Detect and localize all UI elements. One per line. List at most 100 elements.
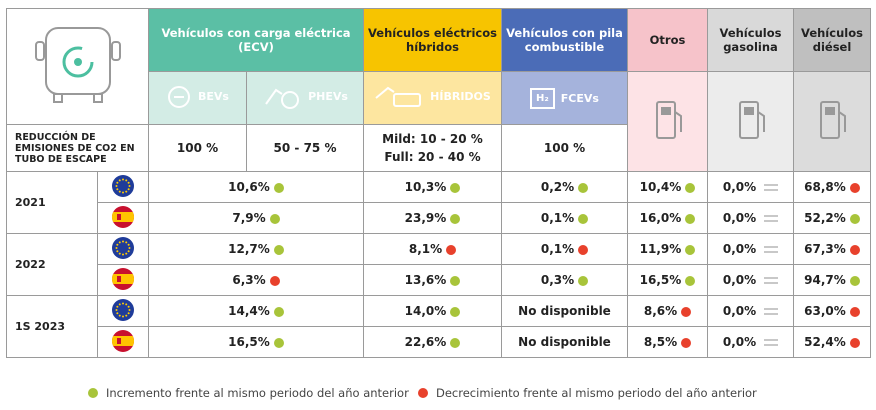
value: 16,5% bbox=[639, 273, 682, 287]
value: 0,0% bbox=[722, 180, 757, 194]
pump-gasolina bbox=[707, 71, 794, 172]
flag-es bbox=[111, 267, 135, 290]
value-cell: 7,9% bbox=[148, 202, 364, 234]
trend-flat bbox=[764, 308, 779, 315]
flag-cell bbox=[97, 202, 149, 234]
legend-up: Incremento frente al mismo periodo del a… bbox=[84, 386, 409, 400]
legend-down: Decrecimiento frente al mismo periodo de… bbox=[414, 386, 757, 400]
value: 10,3% bbox=[404, 180, 447, 194]
value: 7,9% bbox=[232, 211, 266, 225]
pump-plug-icon bbox=[265, 88, 300, 109]
trend-up bbox=[273, 306, 284, 317]
value-cell: 8,6% bbox=[627, 295, 708, 327]
flag-cell bbox=[97, 233, 149, 265]
trend-up bbox=[450, 337, 461, 348]
data-row: 6,3% 13,6% 0,3% 16,5% 0,0% 94,7% bbox=[7, 264, 871, 296]
value-cell: 12,7% bbox=[148, 233, 364, 265]
trend-up bbox=[450, 213, 461, 224]
trend-up bbox=[849, 275, 860, 286]
value: 8,1% bbox=[408, 242, 443, 256]
value-cell: 14,4% bbox=[148, 295, 364, 327]
value: 22,6% bbox=[404, 335, 447, 349]
value-cell: 23,9% bbox=[363, 202, 502, 234]
sub-hev: HÍBRIDOS bbox=[363, 71, 502, 125]
value-cell: 0,0% bbox=[707, 326, 794, 358]
trend-up bbox=[450, 306, 461, 317]
trend-up bbox=[849, 213, 860, 224]
value: 0,2% bbox=[540, 180, 575, 194]
value: 52,2% bbox=[804, 211, 846, 225]
header-ecv: Vehículos con carga eléctrica (ECV) bbox=[148, 8, 364, 72]
trend-flat bbox=[764, 339, 779, 346]
value: 0,3% bbox=[540, 273, 575, 287]
flag-eu bbox=[112, 298, 134, 321]
reduction-hev: Mild: 10 - 20 % Full: 20 - 40 % bbox=[363, 124, 502, 172]
sub-phev: PHEVs bbox=[246, 71, 364, 125]
value-cell: 0,0% bbox=[707, 264, 794, 296]
value-cell: 0,0% bbox=[707, 171, 794, 203]
pump-icon bbox=[820, 101, 846, 139]
trend-up bbox=[685, 213, 696, 224]
flag-cell bbox=[97, 264, 149, 296]
value-cell: 10,6% bbox=[148, 171, 364, 203]
value: No disponible bbox=[518, 335, 611, 349]
value: 0,0% bbox=[722, 273, 757, 287]
trend-up bbox=[273, 182, 284, 193]
value: 0,0% bbox=[722, 242, 757, 256]
value-cell: 94,7% bbox=[793, 264, 871, 296]
flag-es bbox=[111, 205, 135, 228]
value: 0,1% bbox=[540, 242, 575, 256]
value-cell: 52,4% bbox=[793, 326, 871, 358]
trend-up bbox=[269, 213, 280, 224]
value: 11,9% bbox=[639, 242, 682, 256]
value-cell: 0,2% bbox=[501, 171, 628, 203]
flag-cell bbox=[97, 326, 149, 358]
value-cell: 10,3% bbox=[363, 171, 502, 203]
value: 16,5% bbox=[228, 335, 270, 349]
value-cell: 8,5% bbox=[627, 326, 708, 358]
value-cell: 67,3% bbox=[793, 233, 871, 265]
trend-up bbox=[578, 213, 589, 224]
trend-down bbox=[681, 337, 692, 348]
trend-down bbox=[578, 244, 589, 255]
sub-label: HÍBRIDOS bbox=[430, 90, 491, 103]
flag-es bbox=[111, 329, 135, 352]
value-cell: 63,0% bbox=[793, 295, 871, 327]
trend-down bbox=[849, 182, 860, 193]
plug-icon bbox=[168, 85, 191, 108]
trend-up bbox=[273, 337, 284, 348]
trend-up bbox=[273, 244, 284, 255]
value-cell: 0,3% bbox=[501, 264, 628, 296]
data-row: 2022 12,7% 8,1% 0,1% 11,9% 0,0% 67,3% bbox=[6, 233, 871, 296]
trend-down bbox=[446, 244, 457, 255]
value-cell: 0,0% bbox=[707, 233, 794, 265]
value: 10,4% bbox=[639, 180, 682, 194]
reduction-fcev: 100 % bbox=[501, 124, 628, 172]
value-cell: 8,1% bbox=[363, 233, 502, 265]
pump-diesel bbox=[793, 71, 871, 172]
year-label: 2022 bbox=[6, 233, 98, 296]
value: 52,4% bbox=[804, 335, 846, 349]
trend-down bbox=[681, 306, 692, 317]
h2-icon: H₂ bbox=[530, 87, 555, 109]
value: 13,6% bbox=[404, 273, 447, 287]
value: 14,4% bbox=[228, 304, 270, 318]
value-cell: 16,5% bbox=[627, 264, 708, 296]
value: 0,0% bbox=[722, 335, 757, 349]
trend-up bbox=[578, 182, 589, 193]
value: 68,8% bbox=[804, 180, 846, 194]
trend-flat bbox=[764, 246, 779, 253]
sub-label: BEVs bbox=[198, 90, 229, 103]
value: 6,3% bbox=[232, 273, 266, 287]
pump-icon bbox=[738, 101, 765, 139]
legend-label: Incremento frente al mismo periodo del a… bbox=[106, 386, 409, 400]
sub-bev: BEVs bbox=[148, 71, 247, 125]
trend-up bbox=[685, 182, 696, 193]
hybrid-icon bbox=[375, 86, 422, 107]
trend-flat bbox=[764, 184, 779, 191]
value: 8,6% bbox=[643, 304, 678, 318]
header-fcev: Vehículos con pila combustible bbox=[501, 8, 628, 72]
flag-eu bbox=[112, 236, 134, 259]
reduction-phev: 50 - 75 % bbox=[246, 124, 364, 172]
